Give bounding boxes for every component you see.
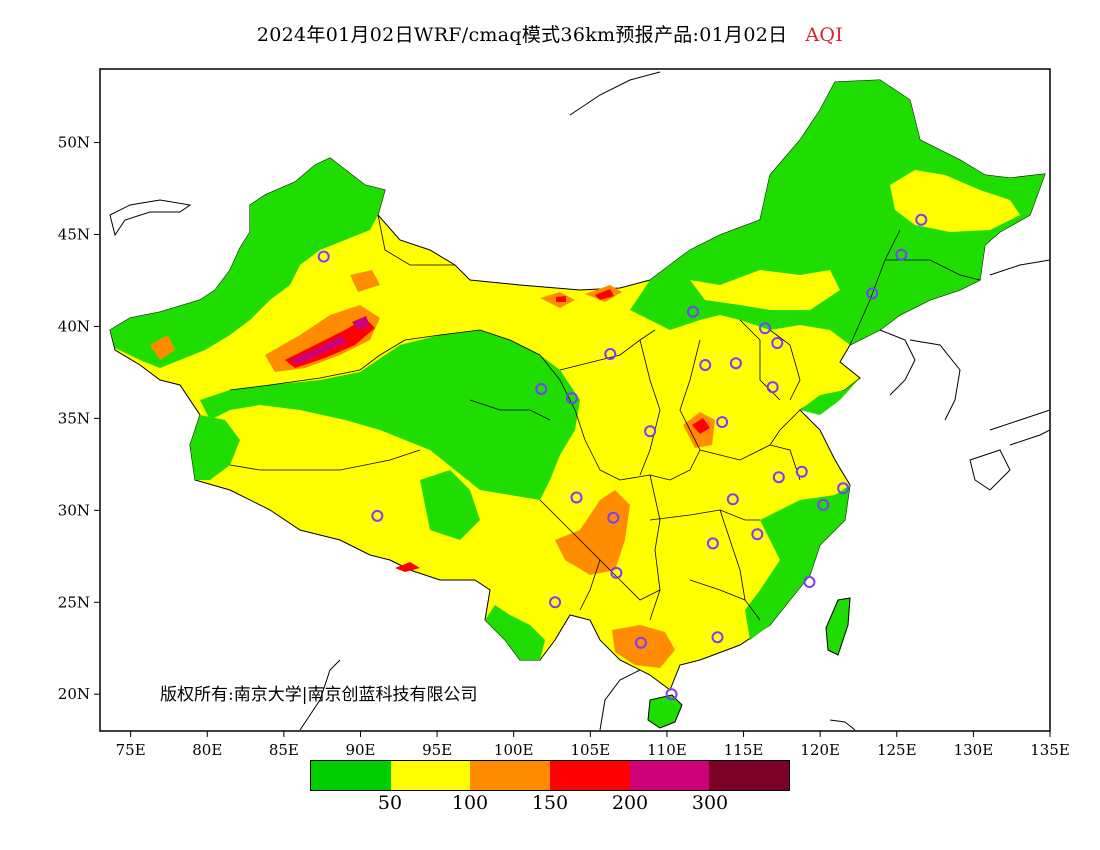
station-marker bbox=[607, 511, 620, 524]
station-marker bbox=[634, 636, 647, 649]
y-tick-label: 30N bbox=[58, 501, 90, 519]
x-tick-label: 130E bbox=[954, 741, 994, 759]
legend-label: 300 bbox=[691, 792, 729, 814]
station-marker bbox=[771, 336, 784, 349]
station-marker bbox=[795, 465, 808, 478]
y-tick-label: 45N bbox=[58, 226, 90, 244]
station-marker bbox=[610, 566, 623, 579]
aqi-usg-sichuan bbox=[555, 490, 630, 575]
x-tick-label: 75E bbox=[116, 741, 146, 759]
chart-title: 2024年01月02日WRF/cmaq模式36km预报产品:01月02日 AQI bbox=[0, 20, 1100, 47]
station-marker bbox=[317, 250, 330, 263]
aqi-good-taiwan bbox=[825, 597, 851, 656]
color-legend bbox=[310, 760, 790, 791]
x-tick-label: 90E bbox=[345, 741, 375, 759]
aqi-good-south-tibet bbox=[420, 470, 480, 540]
x-tick-label: 95E bbox=[422, 741, 452, 759]
y-axis: 50N 45N 40N 35N 30N 25N 20N bbox=[58, 134, 100, 703]
legend-label: 50 bbox=[377, 792, 403, 814]
station-marker bbox=[371, 509, 384, 522]
title-text: 2024年01月02日WRF/cmaq模式36km预报产品:01月02日 bbox=[256, 24, 788, 46]
legend-swatch bbox=[311, 761, 391, 790]
aqi-unhealthy-tibet-south bbox=[395, 562, 420, 572]
legend-swatch bbox=[709, 761, 790, 790]
legend-label: 100 bbox=[451, 792, 489, 814]
x-tick-label: 110E bbox=[647, 741, 687, 759]
legend-swatch bbox=[629, 761, 710, 790]
aqi-good-tibet-north bbox=[200, 330, 580, 500]
legend-swatch bbox=[550, 761, 630, 790]
copyright-text: 版权所有:南京大学|南京创蓝科技有限公司 bbox=[160, 685, 478, 705]
station-marker bbox=[565, 392, 578, 405]
aqi-unhealthy-henan bbox=[692, 418, 710, 434]
aqi-good-tibet-west bbox=[190, 415, 240, 480]
y-tick-label: 25N bbox=[58, 593, 90, 611]
aqi-good-northeast bbox=[630, 80, 1045, 345]
station-marker bbox=[915, 213, 928, 226]
x-tick-label: 125E bbox=[877, 741, 917, 759]
aqi-good-yunnan bbox=[485, 605, 545, 660]
y-tick-label: 50N bbox=[58, 134, 90, 152]
station-marker bbox=[706, 537, 719, 550]
legend-swatch bbox=[390, 761, 471, 790]
y-tick-label: 20N bbox=[58, 685, 90, 703]
station-marker bbox=[726, 493, 739, 506]
station-marker bbox=[570, 491, 583, 504]
station-marker bbox=[549, 596, 562, 609]
y-tick-label: 40N bbox=[58, 317, 90, 335]
station-markers bbox=[317, 213, 928, 701]
station-marker bbox=[751, 528, 764, 541]
aqi-very-unhealthy-xinjiang-2 bbox=[352, 316, 370, 330]
station-marker bbox=[716, 416, 729, 429]
x-tick-label: 135E bbox=[1030, 741, 1070, 759]
station-marker bbox=[699, 359, 712, 372]
station-marker bbox=[644, 425, 657, 438]
map-layers bbox=[109, 71, 1050, 731]
aqi-good-hainan bbox=[647, 694, 683, 729]
station-marker bbox=[772, 471, 785, 484]
x-axis: 75E 80E 85E 90E 95E 100E 105E 110E 115E 120E 125E 1… bbox=[116, 731, 1070, 759]
station-marker bbox=[837, 482, 850, 495]
aqi-usg-tarim bbox=[350, 270, 380, 292]
aqi-usg-xinjiang-west bbox=[150, 335, 175, 360]
neighbor-coastlines bbox=[109, 71, 1050, 731]
province-boundaries bbox=[229, 214, 981, 621]
station-marker bbox=[665, 688, 678, 701]
y-tick-label: 35N bbox=[58, 409, 90, 427]
aqi-unhealthy-inner-mongolia bbox=[556, 296, 566, 302]
map-frame bbox=[99, 68, 1051, 732]
x-tick-label: 115E bbox=[724, 741, 764, 759]
station-marker bbox=[711, 631, 724, 644]
station-marker bbox=[759, 322, 771, 335]
station-marker bbox=[604, 348, 617, 361]
aqi-moderate-northeast-patch bbox=[890, 170, 1020, 232]
x-tick-label: 105E bbox=[571, 741, 611, 759]
aqi-good-shandong bbox=[800, 378, 860, 415]
aqi-good-northwest bbox=[110, 158, 385, 368]
legend-swatch bbox=[470, 761, 551, 790]
legend-labels: 50 100 150 200 300 bbox=[310, 792, 790, 816]
station-marker bbox=[803, 576, 816, 589]
station-marker bbox=[766, 381, 779, 394]
aqi-usg-xinjiang bbox=[265, 305, 380, 372]
x-tick-label: 80E bbox=[192, 741, 222, 759]
aqi-good-southeast bbox=[745, 485, 850, 640]
x-tick-label: 120E bbox=[800, 741, 840, 759]
legend-label: 150 bbox=[531, 792, 569, 814]
aqi-unhealthy-ningxia bbox=[595, 289, 614, 300]
station-marker bbox=[895, 248, 908, 261]
x-tick-label: 100E bbox=[494, 741, 534, 759]
aqi-very-unhealthy-xinjiang bbox=[290, 336, 348, 364]
station-marker bbox=[817, 498, 830, 511]
title-variable: AQI bbox=[805, 24, 844, 46]
station-marker bbox=[535, 382, 548, 395]
legend-label: 200 bbox=[611, 792, 649, 814]
aqi-moderate-north-strip bbox=[690, 270, 840, 310]
station-marker bbox=[686, 305, 699, 318]
station-marker bbox=[866, 287, 879, 300]
x-tick-label: 85E bbox=[269, 741, 299, 759]
station-marker bbox=[729, 357, 742, 370]
